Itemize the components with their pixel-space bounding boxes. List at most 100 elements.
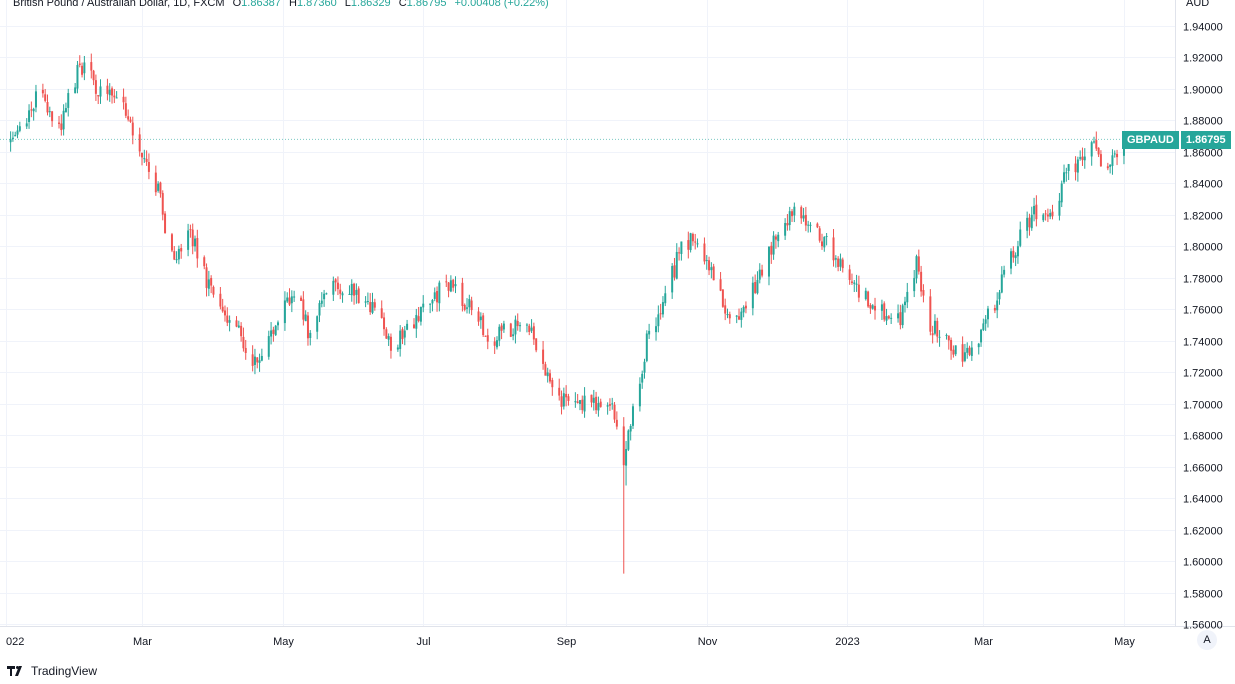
candle	[1090, 140, 1093, 166]
candle	[461, 277, 464, 312]
candle	[463, 303, 466, 312]
candle	[97, 94, 100, 105]
candle	[60, 114, 63, 136]
candle	[194, 235, 197, 252]
candle	[855, 274, 858, 292]
candle	[92, 69, 95, 86]
tradingview-brand[interactable]: TradingView	[7, 664, 97, 678]
price-axis[interactable]: 1.94000 1.92000 1.90000 1.88000 1.86000 1.840…	[1183, 22, 1223, 632]
candle	[885, 308, 888, 325]
candle	[129, 116, 132, 123]
candle	[235, 316, 238, 328]
candle	[502, 320, 505, 333]
candle	[433, 287, 436, 302]
candle	[1035, 195, 1038, 227]
time-tick-label: May	[1114, 636, 1135, 648]
candle	[514, 315, 517, 344]
candle	[122, 88, 125, 110]
candle	[219, 287, 222, 310]
candle	[403, 325, 406, 346]
candle	[438, 280, 441, 312]
time-tick-label: Sep	[557, 636, 577, 648]
candle	[447, 282, 450, 298]
candle	[369, 293, 372, 315]
candle	[1030, 206, 1033, 231]
close-label: C	[398, 0, 407, 9]
candle	[728, 311, 731, 324]
candle	[853, 280, 856, 293]
candle	[970, 341, 973, 361]
candle	[81, 62, 84, 78]
candle	[680, 241, 683, 261]
price-tick-label: 1.84000	[1183, 179, 1223, 191]
candle	[998, 289, 1001, 305]
candle	[389, 333, 392, 359]
candle	[1019, 221, 1022, 248]
candle	[703, 237, 706, 265]
candle	[933, 314, 936, 336]
candle	[406, 319, 409, 331]
candle	[396, 344, 399, 352]
candle	[901, 303, 904, 329]
candle	[678, 247, 681, 261]
candle	[980, 328, 983, 347]
candle	[530, 319, 533, 334]
candle	[611, 397, 614, 410]
candle	[565, 385, 568, 407]
candle	[240, 322, 243, 342]
candle	[1079, 150, 1082, 161]
candle	[712, 263, 715, 281]
candle	[316, 315, 319, 340]
candle	[1111, 149, 1114, 175]
candle	[205, 263, 208, 297]
candle	[78, 55, 81, 68]
candle	[512, 328, 515, 341]
candle	[373, 298, 376, 311]
candles	[0, 53, 1175, 574]
candle	[189, 224, 192, 238]
candle	[226, 307, 229, 327]
candle	[477, 307, 480, 326]
candle	[576, 393, 579, 404]
time-axis[interactable]: 022 Mar May Jul Sep Nov 2023 Mar May	[6, 636, 1135, 648]
candle	[1003, 265, 1006, 278]
candle	[945, 333, 948, 340]
candle	[691, 232, 694, 246]
candle	[581, 395, 584, 414]
candle	[567, 393, 570, 406]
candle	[887, 314, 890, 320]
candle	[1097, 147, 1100, 158]
candle	[348, 285, 351, 295]
candle	[332, 276, 335, 302]
candle	[920, 265, 923, 297]
candle	[9, 131, 12, 152]
candle	[449, 275, 452, 293]
candle	[18, 121, 21, 133]
candle	[906, 282, 909, 309]
price-tick-label: 1.90000	[1183, 85, 1223, 97]
candle	[721, 289, 724, 308]
candle	[371, 292, 374, 315]
open-value: 1.86387	[241, 0, 281, 9]
candle	[1093, 136, 1095, 144]
candle	[32, 107, 35, 121]
candle	[664, 285, 667, 307]
candle	[751, 276, 754, 316]
candle	[113, 89, 116, 104]
candle	[615, 411, 618, 430]
time-tick-label: Mar	[974, 636, 993, 648]
candle	[159, 181, 162, 198]
auto-scale-button[interactable]: A	[1197, 630, 1217, 650]
candle	[821, 233, 823, 250]
candle	[180, 243, 183, 259]
candle	[258, 353, 261, 372]
candle	[1028, 213, 1031, 236]
candle	[622, 417, 625, 574]
candle	[1060, 180, 1063, 208]
candle	[1014, 252, 1017, 267]
candle	[655, 317, 658, 341]
candle	[818, 226, 821, 243]
price-tick-label: 1.60000	[1183, 557, 1223, 569]
symbol-title[interactable]: British Pound / Australian Dollar, 1D, F…	[13, 0, 225, 9]
